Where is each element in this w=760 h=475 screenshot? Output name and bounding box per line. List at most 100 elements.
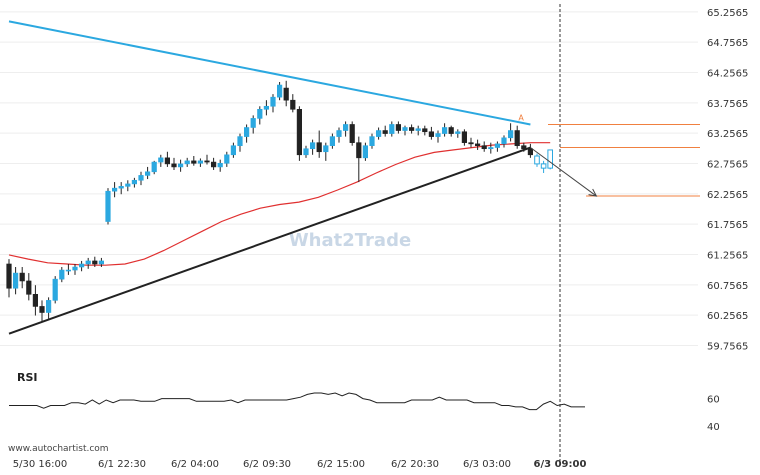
candle-body	[158, 157, 164, 163]
candle-body	[349, 124, 355, 143]
candle-body	[468, 142, 474, 145]
x-axis: 5/30 16:00 6/1 22:30 6/2 04:00 6/2 09:30 6/2…	[13, 459, 587, 470]
candle-body	[19, 272, 25, 282]
y-tick-label: 60.7565	[707, 281, 748, 292]
candle-body	[501, 137, 507, 145]
candle-body	[184, 160, 190, 165]
moving-average-line	[8, 142, 551, 266]
x-tick-label: 6/3 03:00	[463, 459, 511, 470]
lower-trendline	[8, 146, 531, 335]
candle-body	[521, 145, 527, 150]
candle-body	[435, 133, 441, 137]
triangle-trendlines	[8, 20, 531, 335]
candle-body	[65, 269, 71, 272]
candle-body	[59, 269, 65, 280]
candle-body	[211, 161, 217, 168]
candle-body	[257, 108, 263, 119]
attribution-text: www.autochartist.com	[8, 444, 109, 454]
candle-body	[362, 145, 369, 159]
candle-body	[45, 300, 52, 313]
pattern-point-label: A	[518, 113, 524, 122]
candle-body	[356, 142, 362, 159]
forecast-levels	[548, 123, 700, 197]
y-tick-label: 62.2565	[707, 190, 748, 201]
candle-body	[52, 278, 58, 301]
candle-body	[296, 108, 303, 156]
candle-body	[191, 160, 197, 164]
candle-body	[145, 171, 151, 176]
candle-body	[283, 87, 289, 101]
x-tick-label: 6/2 15:00	[317, 459, 365, 470]
candle-body	[197, 160, 204, 164]
candle-body	[131, 179, 138, 185]
y-axis: 65.2565 64.7565 64.2565 63.7565 63.2565 62.75…	[707, 8, 748, 353]
candle-body	[171, 163, 177, 168]
y-tick-label: 65.2565	[707, 8, 748, 19]
rsi-line	[9, 392, 585, 411]
forecast-arrow-head	[588, 188, 598, 197]
candle-body	[309, 142, 316, 150]
candle-body	[534, 155, 540, 165]
candle-body	[507, 130, 514, 139]
y-tick-label: 64.7565	[707, 38, 748, 49]
candle-body	[329, 136, 336, 146]
candle-body	[250, 118, 256, 128]
candle-body	[178, 163, 184, 168]
rsi-panel: 60 40	[9, 392, 720, 433]
x-tick-label: 6/3 09:00	[534, 459, 587, 470]
candle-body	[237, 136, 243, 146]
candle-body	[112, 187, 118, 192]
candle-body	[105, 190, 111, 222]
x-tick-label: 6/1 22:30	[98, 459, 146, 470]
candle-body	[428, 131, 435, 137]
candle-body	[402, 127, 408, 131]
candle-body	[230, 145, 237, 156]
candle-body	[323, 145, 329, 153]
candle-body	[32, 294, 38, 307]
y-tick-label: 62.7565	[707, 159, 748, 170]
y-tick-label: 64.2565	[707, 69, 748, 80]
candle-body	[270, 96, 276, 107]
candle-body	[79, 263, 85, 268]
upper-trendline	[8, 20, 531, 126]
candle-body	[448, 127, 454, 134]
candle-body	[244, 127, 250, 137]
y-tick-label: 63.7565	[707, 99, 748, 110]
candle-body	[39, 306, 45, 313]
candle-body	[224, 154, 230, 164]
candle-body	[461, 131, 468, 143]
candle-body	[6, 263, 12, 289]
candle-body	[164, 157, 171, 165]
candle-body	[303, 148, 309, 156]
forecast-arrow	[530, 147, 598, 197]
x-tick-label: 6/2 20:30	[391, 459, 439, 470]
candle-body	[13, 272, 19, 289]
candle-body	[540, 163, 547, 169]
candle-body	[382, 130, 388, 134]
candle-body	[204, 160, 210, 163]
y-tick-label: 63.2565	[707, 129, 748, 140]
y-tick-label: 59.7565	[707, 341, 748, 352]
candle-body	[72, 266, 78, 271]
y-tick-label: 61.7565	[707, 220, 748, 231]
candle-body	[138, 175, 144, 181]
x-tick-label: 5/30 16:00	[13, 459, 67, 470]
moving-average	[8, 142, 551, 266]
candle-body	[547, 149, 554, 169]
candle-body	[408, 127, 415, 131]
candle-body	[455, 131, 461, 134]
candle-body	[26, 280, 32, 295]
candle-body	[118, 186, 124, 189]
candle-body	[290, 99, 296, 110]
rsi-tick-label: 60	[707, 395, 720, 406]
y-tick-label: 60.2565	[707, 311, 748, 322]
candle-body	[415, 128, 421, 131]
candle-body	[263, 105, 270, 110]
candle-body	[217, 162, 223, 168]
candle-body	[316, 142, 322, 153]
grid	[0, 4, 698, 462]
candle-body	[527, 148, 533, 156]
candle-body	[395, 124, 402, 131]
watermark-text: What2Trade	[289, 230, 411, 251]
